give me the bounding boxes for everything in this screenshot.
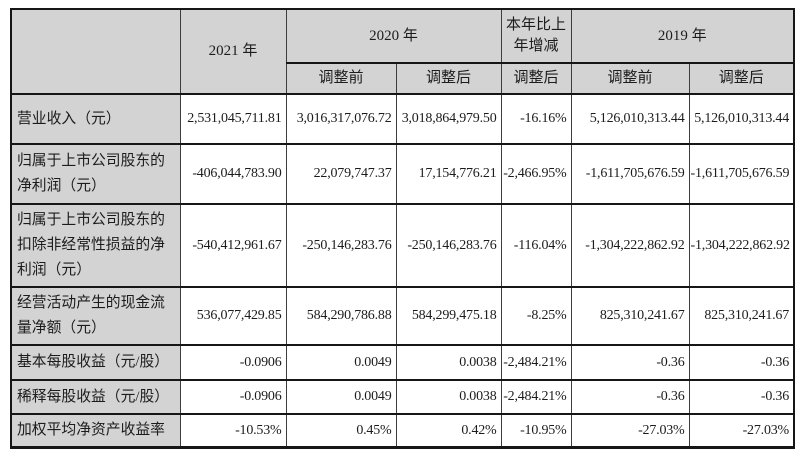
subheader-2020-post-adjustment: 调整后 — [395, 63, 502, 94]
subheader-2019-post-adjustment: 调整后 — [688, 63, 795, 94]
cell-2021: 536,077,429.85 — [179, 287, 287, 345]
header-corner-cell — [10, 9, 181, 94]
cell-2020-pre: 0.45% — [285, 414, 397, 448]
cell-2019-post: 5,126,010,313.44 — [688, 94, 795, 144]
cell-2020-post: 0.0038 — [395, 345, 502, 380]
subheader-yoy-post-adjustment: 调整后 — [500, 63, 572, 94]
row-label: 归属于上市公司股东的扣除非经常性损益的净利润（元） — [10, 204, 181, 287]
cell-2020-post: 17,154,776.21 — [395, 144, 502, 204]
cell-2020-pre: 0.0049 — [285, 345, 397, 380]
cell-yoy: -8.25% — [500, 287, 572, 345]
cell-2021: -0.0906 — [179, 380, 287, 414]
cell-2019-post: 825,310,241.67 — [688, 287, 795, 345]
cell-yoy: -2,466.95% — [500, 144, 572, 204]
row-label: 基本每股收益（元/股） — [10, 345, 181, 380]
table-row-net-profit-excl-nonrecurring: 归属于上市公司股东的扣除非经常性损益的净利润（元） -540,412,961.6… — [10, 204, 795, 287]
cell-2020-post: 0.0038 — [395, 380, 502, 414]
row-label: 经营活动产生的现金流量净额（元） — [10, 287, 181, 345]
table-header: 2021 年 2020 年 本年比上年增减 2019 年 调整前 调整后 调整后… — [10, 9, 795, 94]
table-row-basic-eps: 基本每股收益（元/股） -0.0906 0.0049 0.0038 -2,484… — [10, 345, 795, 380]
table-row-operating-cash-flow: 经营活动产生的现金流量净额（元） 536,077,429.85 584,290,… — [10, 287, 795, 345]
cell-2021: -406,044,783.90 — [179, 144, 287, 204]
cell-2021: -0.0906 — [179, 345, 287, 380]
cell-2021: -540,412,961.67 — [179, 204, 287, 287]
cell-2019-post: -0.36 — [688, 345, 795, 380]
table-row-diluted-eps: 稀释每股收益（元/股） -0.0906 0.0049 0.0038 -2,484… — [10, 380, 795, 414]
key-financials-table: 2021 年 2020 年 本年比上年增减 2019 年 调整前 调整后 调整后… — [10, 8, 796, 449]
cell-yoy: -2,484.21% — [500, 380, 572, 414]
row-label: 加权平均净资产收益率 — [10, 414, 181, 448]
cell-2020-pre: -250,146,283.76 — [285, 204, 397, 287]
header-yoy-change: 本年比上年增减 — [500, 9, 572, 63]
header-2020: 2020 年 — [285, 9, 502, 63]
cell-2019-pre: -0.36 — [570, 345, 690, 380]
cell-2021: -10.53% — [179, 414, 287, 448]
row-label: 归属于上市公司股东的净利润（元） — [10, 144, 181, 204]
cell-2020-post: 584,299,475.18 — [395, 287, 502, 345]
cell-2020-post: 0.42% — [395, 414, 502, 448]
cell-yoy: -2,484.21% — [500, 345, 572, 380]
cell-2019-pre: -27.03% — [570, 414, 690, 448]
cell-2020-post: 3,018,864,979.50 — [395, 94, 502, 144]
table-row-weighted-avg-roe: 加权平均净资产收益率 -10.53% 0.45% 0.42% -10.95% -… — [10, 414, 795, 448]
table-body: 营业收入（元） 2,531,045,711.81 3,016,317,076.7… — [10, 94, 795, 448]
cell-2019-pre: -1,304,222,862.92 — [570, 204, 690, 287]
header-2019: 2019 年 — [570, 9, 795, 63]
cell-2021: 2,531,045,711.81 — [179, 94, 287, 144]
cell-yoy: -116.04% — [500, 204, 572, 287]
cell-2019-post: -1,304,222,862.92 — [688, 204, 795, 287]
subheader-2020-pre-adjustment: 调整前 — [285, 63, 397, 94]
cell-2019-post: -27.03% — [688, 414, 795, 448]
header-row-adjustments: 调整前 调整后 调整后 调整前 调整后 — [11, 63, 795, 94]
cell-2020-pre: 584,290,786.88 — [285, 287, 397, 345]
cell-2019-post: -0.36 — [688, 380, 795, 414]
row-label: 稀释每股收益（元/股） — [10, 380, 181, 414]
cell-2020-post: -250,146,283.76 — [395, 204, 502, 287]
cell-2019-pre: -1,611,705,676.59 — [570, 144, 690, 204]
header-2021: 2021 年 — [179, 9, 287, 94]
cell-2020-pre: 3,016,317,076.72 — [285, 94, 397, 144]
header-row-years: 2021 年 2020 年 本年比上年增减 2019 年 — [10, 9, 795, 94]
row-label: 营业收入（元） — [10, 94, 181, 144]
cell-2019-pre: 5,126,010,313.44 — [570, 94, 690, 144]
cell-yoy: -16.16% — [500, 94, 572, 144]
cell-2020-pre: 22,079,747.37 — [285, 144, 397, 204]
table-row-net-profit: 归属于上市公司股东的净利润（元） -406,044,783.90 22,079,… — [10, 144, 795, 204]
cell-2020-pre: 0.0049 — [285, 380, 397, 414]
table-row-revenue: 营业收入（元） 2,531,045,711.81 3,016,317,076.7… — [10, 94, 795, 144]
cell-yoy: -10.95% — [500, 414, 572, 448]
cell-2019-pre: -0.36 — [570, 380, 690, 414]
cell-2019-post: -1,611,705,676.59 — [688, 144, 795, 204]
subheader-2019-pre-adjustment: 调整前 — [570, 63, 690, 94]
cell-2019-pre: 825,310,241.67 — [570, 287, 690, 345]
